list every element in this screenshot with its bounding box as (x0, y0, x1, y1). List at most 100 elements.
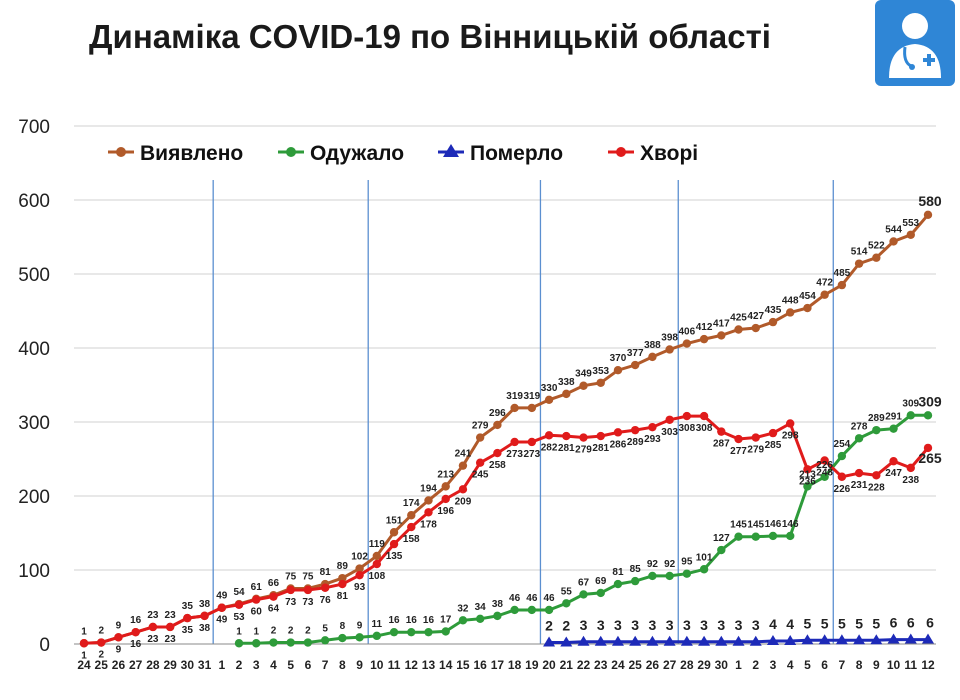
data-label: 23 (165, 610, 177, 621)
data-point (579, 433, 588, 442)
data-point-triangle (629, 635, 642, 646)
data-label: 238 (902, 475, 919, 486)
data-label: 1 (236, 626, 242, 637)
data-label: 338 (558, 377, 575, 388)
data-label: 46 (526, 593, 538, 604)
data-label: 66 (268, 578, 280, 589)
data-label: 309 (902, 398, 919, 409)
doctor-icon (889, 13, 941, 78)
x-tick-label: 18 (508, 658, 522, 672)
data-point-triangle (870, 634, 883, 645)
data-point (923, 411, 933, 420)
data-label: 2 (305, 626, 311, 637)
data-label: 289 (627, 437, 644, 448)
y-tick-label: 500 (18, 265, 50, 286)
data-label: 213 (437, 469, 454, 480)
data-point (768, 531, 778, 541)
data-label: 277 (730, 446, 747, 457)
data-label: 285 (765, 440, 782, 451)
data-label: 194 (420, 483, 437, 494)
data-label: 9 (357, 620, 363, 631)
data-label: 67 (578, 577, 590, 588)
data-label: 226 (816, 460, 833, 471)
data-point-triangle (663, 635, 676, 646)
data-label: 54 (233, 587, 245, 598)
x-tick-label: 14 (439, 658, 453, 672)
y-tick-label: 0 (39, 635, 50, 656)
data-point (837, 451, 847, 461)
data-point-triangle (835, 634, 848, 645)
data-label: 425 (730, 313, 747, 324)
data-point (544, 605, 554, 615)
data-label: 73 (302, 597, 314, 608)
data-point (527, 437, 537, 447)
data-point (97, 638, 106, 647)
data-point-triangle (749, 635, 762, 646)
x-tick-label: 12 (921, 658, 935, 672)
data-point (441, 482, 450, 491)
x-tick-label: 29 (697, 658, 711, 672)
data-point (165, 622, 175, 632)
x-tick-label: 17 (491, 658, 505, 672)
data-point (441, 494, 450, 504)
data-point (872, 253, 881, 262)
data-label: 241 (455, 449, 472, 460)
data-label: 38 (199, 599, 211, 610)
data-point (648, 352, 657, 362)
data-label: 76 (320, 595, 332, 606)
data-label: 145 (730, 520, 747, 531)
doctor-logo (875, 0, 955, 86)
x-tick-label: 26 (112, 658, 126, 672)
x-tick-label: 3 (253, 658, 260, 672)
x-tick-label: 25 (629, 658, 643, 672)
x-tick-label: 27 (663, 658, 677, 672)
data-label: 151 (386, 515, 403, 526)
data-label: 11 (372, 619, 383, 630)
data-label: 279 (575, 445, 592, 456)
data-label: 553 (902, 218, 919, 229)
data-label: 5 (821, 615, 829, 631)
data-label: 35 (182, 625, 194, 636)
data-point (148, 622, 158, 632)
data-label: 16 (388, 615, 400, 626)
data-point (407, 627, 416, 637)
data-point (682, 569, 692, 578)
data-point (803, 465, 812, 474)
data-point (303, 638, 313, 647)
data-label: 38 (492, 599, 504, 610)
data-label: 309 (918, 393, 942, 409)
data-point (699, 334, 709, 344)
data-label: 16 (130, 615, 142, 626)
data-point (717, 427, 726, 436)
data-label: 370 (610, 353, 627, 364)
data-point (820, 472, 829, 481)
data-label: 279 (472, 421, 489, 432)
data-point (717, 331, 726, 340)
data-label: 406 (679, 327, 696, 338)
data-point (510, 605, 519, 615)
data-point-triangle (766, 635, 779, 646)
data-label: 278 (851, 421, 868, 432)
data-point-triangle (922, 633, 934, 644)
data-label: 108 (368, 571, 385, 582)
data-point (544, 431, 554, 440)
legend-marker-triangle (443, 144, 459, 157)
data-point (320, 583, 330, 592)
x-tick-label: 11 (388, 658, 401, 672)
x-tick-label: 10 (370, 658, 384, 672)
data-point-triangle (801, 634, 814, 645)
data-label: 16 (130, 639, 142, 650)
data-point (768, 317, 778, 327)
data-label: 245 (472, 470, 489, 481)
data-point (286, 638, 295, 647)
data-label: 308 (679, 423, 696, 434)
data-point (269, 592, 278, 601)
data-label: 349 (575, 369, 592, 380)
data-point-triangle (904, 633, 917, 644)
data-point-triangle (732, 635, 745, 646)
data-point (906, 230, 915, 239)
data-point (389, 528, 399, 537)
x-tick-label: 24 (611, 658, 625, 672)
data-point (630, 360, 640, 370)
legend-label: Хворі (640, 142, 698, 165)
